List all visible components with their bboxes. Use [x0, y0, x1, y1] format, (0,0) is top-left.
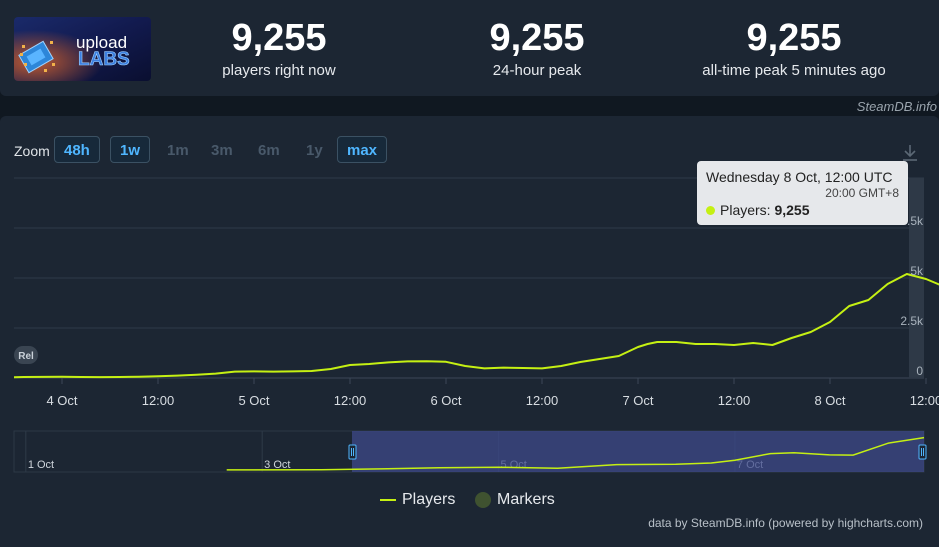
- x-tick-label: 12:00: [142, 393, 175, 408]
- navigator-left-handle[interactable]: [348, 444, 357, 460]
- stat-all-time-peak: 9,255 all-time peak 5 minutes ago: [664, 0, 924, 79]
- plot-band: [909, 178, 924, 378]
- zoom-label: Zoom: [14, 143, 50, 159]
- x-tick-label: 7 Oct: [622, 393, 653, 408]
- logo-text-labs: LABS: [78, 49, 130, 70]
- x-tick-label: 12:00: [718, 393, 751, 408]
- logo-text-upload: upload: [76, 33, 127, 52]
- x-tick-label: 8 Oct: [814, 393, 845, 408]
- y-tick-label: 5k: [910, 264, 924, 278]
- line-swatch-icon: [380, 498, 396, 501]
- x-axis: 4 Oct 12:00 5 Oct 12:00 6 Oct 12:00 7 Oct 12:00…: [46, 378, 939, 408]
- tooltip-date: Wednesday 8 Oct, 12:00 UTC: [706, 169, 893, 185]
- x-tick-label: 12:00: [526, 393, 559, 408]
- navigator-label: 1 Oct: [28, 459, 54, 471]
- tooltip-timezone: 20:00 GMT+8: [825, 186, 899, 200]
- hover-band: [909, 178, 924, 378]
- stat-value: 9,255: [231, 17, 327, 59]
- rel-badge-label: Rel: [18, 351, 34, 362]
- x-tick-label: 12:00: [334, 393, 367, 408]
- navigator-selection: [352, 431, 924, 472]
- steamdb-credit-top[interactable]: SteamDB.info: [856, 99, 937, 114]
- series-layer: [13, 273, 939, 379]
- navigator-series-line: [226, 436, 925, 471]
- zoom-48h-button[interactable]: 48h: [54, 136, 100, 163]
- y-tick-label: 0: [916, 364, 923, 378]
- series-dot-icon: [706, 206, 715, 215]
- zoom-6m-button: 6m: [258, 142, 280, 159]
- y-tick-label: 2.5k: [900, 314, 924, 328]
- navigator-right-handle[interactable]: [918, 444, 927, 460]
- series-line-0: [13, 273, 939, 379]
- legend-label: Markers: [497, 491, 555, 508]
- download-icon[interactable]: [900, 143, 920, 163]
- marker-swatch-icon: [475, 491, 491, 508]
- zoom-3m-button: 3m: [211, 142, 233, 159]
- game-logo: upload LABS: [14, 17, 151, 81]
- zoom-1m-button: 1m: [167, 142, 189, 159]
- stat-value: 9,255: [746, 17, 842, 59]
- chart-tooltip: Wednesday 8 Oct, 12:00 UTC 20:00 GMT+8 P…: [697, 161, 908, 225]
- zoom-max-button[interactable]: max: [337, 136, 388, 163]
- stats-card: upload LABS 9,255 players right now 9,25…: [0, 0, 939, 96]
- stat-label: players right now: [222, 62, 336, 79]
- x-tick-label: 12:00: [910, 393, 939, 408]
- tooltip-value: 9,255: [774, 202, 810, 218]
- rel-badge[interactable]: Rel: [14, 346, 38, 364]
- rel-badge-bg: [14, 346, 38, 364]
- stat-label: 24-hour peak: [492, 62, 582, 79]
- stat-players-now: 9,255 players right now: [149, 0, 409, 79]
- tooltip-row: Players: 9,255: [706, 202, 899, 218]
- tooltip-series: Players:: [720, 202, 771, 218]
- highcharts-credit[interactable]: data by SteamDB.info (powered by highcha…: [648, 516, 923, 530]
- legend-item-players[interactable]: Players: [380, 491, 455, 509]
- zoom-1y-button: 1y: [306, 142, 323, 159]
- stat-label: all-time peak 5 minutes ago: [702, 62, 886, 79]
- legend-item-markers[interactable]: Markers: [475, 491, 555, 509]
- x-tick-label: 6 Oct: [430, 393, 461, 408]
- legend-label: Players: [402, 491, 456, 508]
- x-tick-label: 5 Oct: [238, 393, 269, 408]
- stat-24h-peak: 9,255 24-hour peak: [407, 0, 667, 79]
- stat-value: 9,255: [489, 17, 585, 59]
- x-tick-label: 4 Oct: [46, 393, 77, 408]
- navigator-label: 3 Oct: [264, 459, 290, 471]
- zoom-1w-button[interactable]: 1w: [110, 136, 151, 163]
